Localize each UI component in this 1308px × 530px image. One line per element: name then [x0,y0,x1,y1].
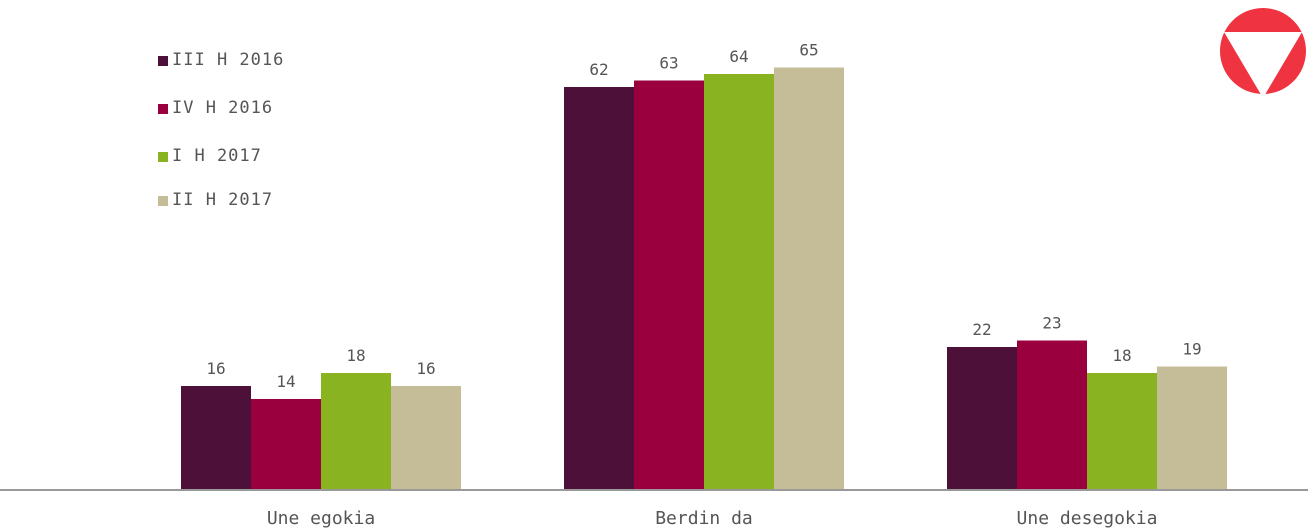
legend-swatch [158,196,168,206]
bar-3-4 [1157,366,1227,490]
value-label-1-1: 16 [206,359,225,378]
bar-1-4 [391,386,461,490]
bar-1-3 [321,373,391,490]
value-label-1-4: 16 [416,359,435,378]
legend-swatch [158,56,168,66]
bar-3-2 [1017,340,1087,490]
down-triangle-icon [1220,8,1306,94]
bar-3-3 [1087,373,1157,490]
legend-swatch [158,152,168,162]
legend-item-4: II H 2017 [158,192,273,209]
chart-bars [181,67,1227,490]
value-label-1-2: 14 [276,372,295,391]
legend-item-2: IV H 2016 [158,100,273,117]
value-label-1-3: 18 [346,346,365,365]
bar-2-3 [704,74,774,490]
value-label-3-3: 18 [1112,346,1131,365]
category-label-1: Une egokia [267,508,375,529]
category-label-2: Berdin da [655,508,753,529]
value-label-3-4: 19 [1182,340,1201,359]
legend-label: IV H 2016 [172,98,274,118]
bar-2-1 [564,87,634,490]
bar-3-1 [947,347,1017,490]
value-label-2-2: 63 [659,54,678,73]
value-label-3-1: 22 [972,320,991,339]
value-label-2-4: 65 [799,41,818,60]
bar-1-1 [181,386,251,490]
chart-value-labels: 16 14 18 16 62 63 64 65 22 23 18 19 [206,41,1201,392]
legend-label: I H 2017 [172,146,262,166]
legend-item-3: I H 2017 [158,148,262,165]
legend-item-1: III H 2016 [158,52,296,69]
bar-2-2 [634,80,704,490]
value-label-2-1: 62 [589,60,608,79]
value-label-3-2: 23 [1042,314,1061,333]
bar-2-4 [774,67,844,490]
category-label-3: Une desegokia [1017,508,1158,529]
legend-label: III H 2016 [172,50,285,70]
legend-swatch [158,104,168,114]
badge-arrow [1224,32,1302,94]
bar-1-2 [251,399,321,490]
value-label-2-3: 64 [729,47,748,66]
x-axis-category-labels: Une egokia Berdin da Une desegokia [267,508,1158,529]
legend-label: II H 2017 [172,190,274,210]
